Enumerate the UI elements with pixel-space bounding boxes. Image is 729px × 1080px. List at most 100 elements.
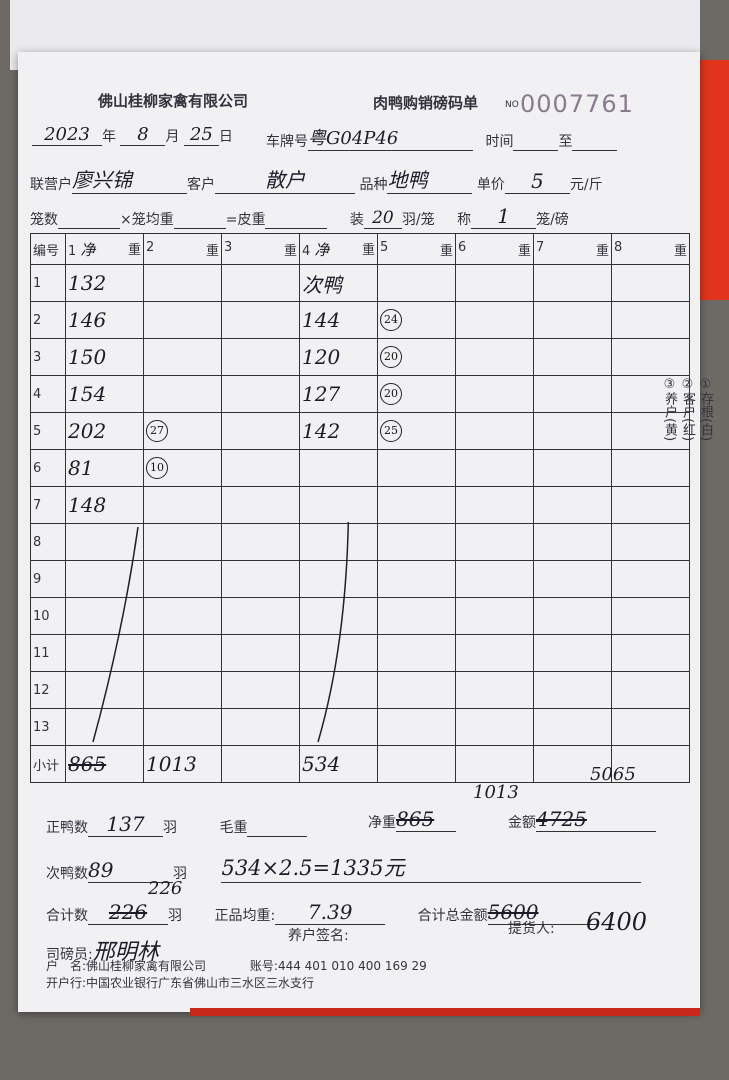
variety-value: 地鸭 [387, 164, 473, 194]
table-row: 7 148 [30, 486, 690, 524]
col6 [455, 338, 534, 376]
grand-total-old: 5600 [487, 900, 598, 925]
variety-label: 品种 [359, 177, 388, 193]
col8 [611, 264, 690, 302]
col6 [455, 375, 534, 413]
month-value: 8 [120, 124, 166, 146]
col6 [455, 264, 534, 302]
col4-weight [299, 634, 378, 672]
col3 [221, 671, 300, 709]
total-old: 226 [88, 900, 168, 925]
col7 [533, 449, 612, 487]
circled-count: 10 [146, 457, 168, 479]
table-row: 12 [30, 671, 690, 709]
col5-count [377, 708, 456, 746]
subtotal-col1: 865 [65, 745, 144, 783]
col4-weight: 144 [299, 301, 378, 339]
col3 [221, 634, 300, 672]
col6 [455, 412, 534, 450]
col6 [455, 560, 534, 598]
col7 [533, 338, 612, 376]
col5-count [377, 264, 456, 302]
col7 [533, 597, 612, 635]
col5-count: 20 [377, 375, 456, 413]
col6 [455, 671, 534, 709]
col1-weight: 81 [65, 449, 144, 487]
second-ducks-calc: 534×2.5=1335元 [221, 852, 642, 883]
col5-count [377, 523, 456, 561]
col3 [221, 301, 300, 339]
col3 [221, 375, 300, 413]
col3 [221, 412, 300, 450]
row-number: 9 [30, 560, 66, 598]
copy-distribution: ①存根(白) ②客户(红) ③养户(黄) [660, 377, 714, 453]
customer-value: 散户 [215, 164, 355, 194]
serial-number: 0007761 [520, 90, 634, 118]
avg-weight-value: 7.39 [275, 900, 386, 925]
table-row: 3 150 120 20 [30, 338, 690, 376]
avg-weight-label: 正品均重: [214, 908, 276, 924]
col8 [611, 375, 690, 413]
col2-count [143, 708, 222, 746]
bank-label: 开户行: [46, 976, 87, 990]
col1-weight: 146 [65, 301, 144, 339]
table-row: 5 202 27 142 25 [30, 412, 690, 450]
customer-label: 客户 [187, 177, 215, 193]
account-no: 444 401 010 400 169 29 [277, 959, 427, 973]
col3 [221, 486, 300, 524]
good-ducks-value: 137 [88, 812, 163, 837]
day-label: 日 [218, 129, 233, 145]
col3 [221, 338, 300, 376]
gross-label: 毛重 [219, 820, 248, 836]
weigh-label: 称 [457, 212, 472, 228]
col2-count [143, 301, 222, 339]
table-row: 4 154 127 20 [30, 375, 690, 413]
circled-count: 24 [380, 309, 402, 331]
col4-weight: 120 [299, 338, 378, 376]
no-label: NO [505, 100, 519, 110]
col5-count [377, 671, 456, 709]
table-row: 13 [30, 708, 690, 746]
col3 [221, 560, 300, 598]
operator-label: 联营户 [30, 177, 72, 193]
net-old: 865 [396, 807, 456, 832]
row-number: 7 [30, 486, 66, 524]
copy-1: ①存根(白) [698, 377, 713, 442]
col7 [533, 412, 612, 450]
col5-count [377, 560, 456, 598]
avg-cage-label: ×笼均重 [120, 212, 174, 228]
circled-count: 20 [380, 346, 402, 368]
col5-count: 25 [377, 412, 456, 450]
account-name: 佛山桂柳家禽有限公司 [86, 959, 207, 973]
col2-count: 27 [143, 412, 222, 450]
col8 [611, 486, 690, 524]
row-number: 3 [30, 338, 66, 376]
subtotal-col2: 1013 [143, 745, 222, 783]
farmer-sign-label: 养户签名: [288, 928, 349, 944]
col3 [221, 523, 300, 561]
col5-count: 24 [377, 301, 456, 339]
col4-weight [299, 486, 378, 524]
year-label: 年 [102, 129, 116, 145]
good-ducks-label: 正鸭数 [46, 820, 88, 836]
col3 [221, 597, 300, 635]
col3 [221, 449, 300, 487]
no-header: 编号 [30, 233, 66, 265]
to-label: 至 [558, 134, 573, 150]
col1-weight: 132 [65, 264, 144, 302]
col5-count [377, 634, 456, 672]
bank-name: 中国农业银行广东省佛山市三水区三水支行 [86, 976, 315, 990]
col4-weight: 142 [299, 412, 378, 450]
col1-weight [65, 671, 144, 709]
amount-value: 5065 [590, 764, 636, 785]
cages-label: 笼数 [30, 212, 58, 228]
second-ducks-value: 89 [88, 858, 173, 883]
table-row: 1 132 次鸭 [30, 264, 690, 302]
col5-count [377, 449, 456, 487]
col5-count: 20 [377, 338, 456, 376]
col7 [533, 486, 612, 524]
